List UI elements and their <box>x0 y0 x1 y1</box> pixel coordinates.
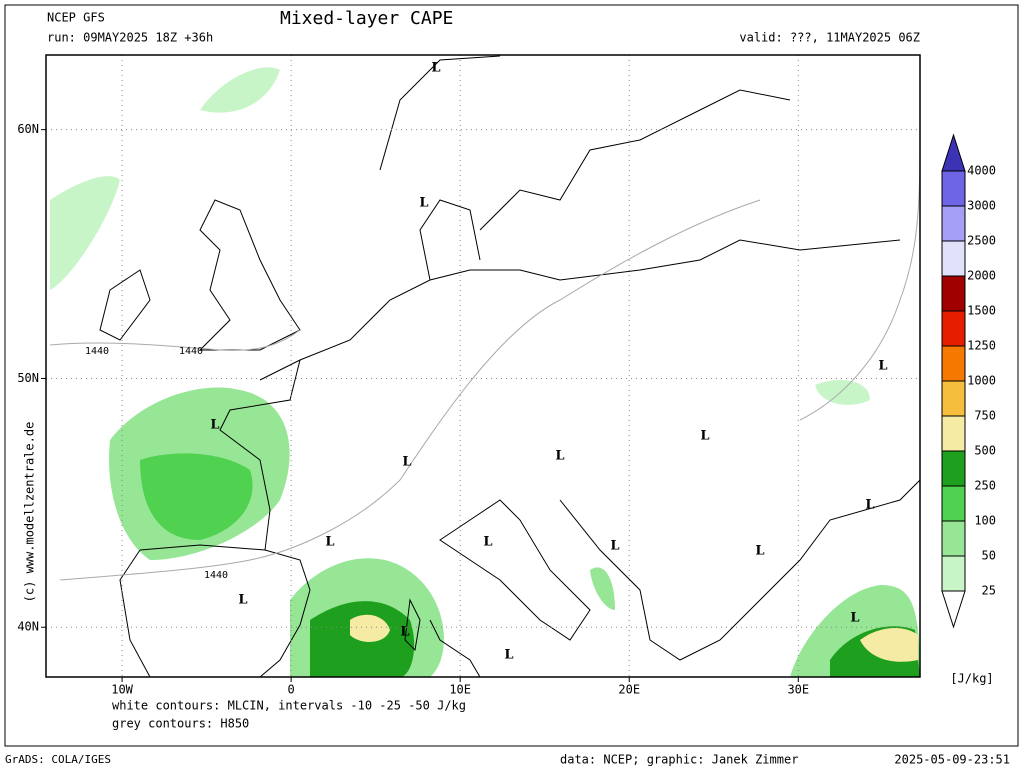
coastline <box>559 479 921 661</box>
low-marker: L <box>555 449 564 464</box>
copyright: (c) www.modellzentrale.de <box>23 422 37 603</box>
low-marker: L <box>700 429 709 444</box>
run-info: run: 09MAY2025 18Z +36h <box>47 31 213 45</box>
colorbar-segment <box>941 520 966 557</box>
coastline <box>119 549 151 678</box>
contour-label: 1440 <box>179 346 203 357</box>
colorbar-label: 1250 <box>967 339 996 353</box>
cape-area <box>815 380 870 405</box>
coastline <box>439 499 591 641</box>
colorbar-label: 3000 <box>967 199 996 213</box>
valid-time: valid: ???, 11MAY2025 06Z <box>739 31 920 45</box>
contour-line <box>59 199 761 581</box>
x-tick-label: 30E <box>787 683 809 697</box>
colorbar-segment <box>941 205 966 242</box>
coastlines <box>99 55 921 678</box>
low-marker: L <box>504 648 513 663</box>
cape-area <box>200 67 280 113</box>
cape-area <box>590 567 615 610</box>
h850-note: grey contours: H850 <box>112 717 249 731</box>
plot-layer: 10W 0 10E 20E 30E 40N 50N 60N L L L L L L L L L L L L L L L L 14… <box>17 54 996 697</box>
low-marker: L <box>210 418 219 433</box>
footer-credit: data: NCEP; graphic: Janek Zimmer <box>560 753 798 767</box>
colorbar-segment <box>941 310 966 347</box>
colorbar-label: 1000 <box>967 374 996 388</box>
coastline <box>99 269 151 341</box>
colorbar-label: 1500 <box>967 304 996 318</box>
coastline <box>198 199 301 351</box>
coastline <box>259 239 901 381</box>
footer-timestamp: 2025-05-09-23:51 <box>894 753 1010 767</box>
colorbar-label: 750 <box>974 409 996 423</box>
coastline <box>219 359 301 551</box>
x-tick-label: 10E <box>449 683 471 697</box>
colorbar-segment <box>941 275 966 312</box>
cape-shading <box>50 67 920 677</box>
contour-label: 1440 <box>204 570 228 581</box>
x-tick-label: 10W <box>111 683 133 697</box>
y-tick-label: 40N <box>17 620 39 634</box>
colorbar-segment <box>941 450 966 487</box>
y-tick-label: 60N <box>17 122 39 136</box>
colorbar-segment <box>941 485 966 522</box>
x-tick-label: 0 <box>288 683 295 697</box>
coastline <box>419 199 481 281</box>
y-tick-label: 50N <box>17 371 39 385</box>
low-marker: L <box>419 196 428 211</box>
coastline <box>379 55 791 231</box>
x-tick-label: 20E <box>618 683 640 697</box>
colorbar-segment <box>941 380 966 417</box>
colorbar-segment <box>941 240 966 277</box>
colorbar-label: 2000 <box>967 269 996 283</box>
footer-software: GrADS: COLA/IGES <box>5 753 111 766</box>
low-marker: L <box>325 535 334 550</box>
colorbar-label: 2500 <box>967 234 996 248</box>
colorbar-segment <box>941 415 966 452</box>
cape-area <box>140 453 253 540</box>
colorbar-label: 4000 <box>967 164 996 178</box>
low-marker: L <box>431 61 440 76</box>
low-marker: L <box>402 455 411 470</box>
contour-line <box>49 329 301 351</box>
outer-frame <box>4 4 1019 747</box>
coastline <box>404 598 481 678</box>
colorbar-segment <box>941 133 966 172</box>
colorbar-unit: [J/kg] <box>950 672 993 686</box>
map-frame <box>45 54 921 678</box>
low-marker: L <box>238 593 247 608</box>
colorbar-label: 50 <box>982 549 996 563</box>
contour-label: 1440 <box>85 346 109 357</box>
cape-area <box>860 628 918 662</box>
colorbar-segment <box>941 555 966 592</box>
h850-contours <box>49 149 921 581</box>
low-marker: L <box>878 359 887 374</box>
model-name: NCEP GFS <box>47 11 105 25</box>
cape-area <box>350 614 390 642</box>
contour-line <box>799 149 921 421</box>
mlcin-note: white contours: MLCIN, intervals -10 -25… <box>112 699 466 713</box>
colorbar-label: 250 <box>974 479 996 493</box>
colorbar-segment <box>941 345 966 382</box>
low-marker: L <box>483 535 492 550</box>
chart-title: Mixed-layer CAPE <box>280 8 453 29</box>
coastline <box>139 544 311 678</box>
colorbar-label: 500 <box>974 444 996 458</box>
colorbar-label: 25 <box>982 584 996 598</box>
low-marker: L <box>610 539 619 554</box>
low-marker: L <box>865 498 874 513</box>
low-marker: L <box>755 544 764 559</box>
cape-area <box>50 176 120 290</box>
colorbar-segment <box>941 170 966 207</box>
low-marker: L <box>850 611 859 626</box>
colorbar-label: 100 <box>974 514 996 528</box>
low-marker: L <box>400 625 409 640</box>
